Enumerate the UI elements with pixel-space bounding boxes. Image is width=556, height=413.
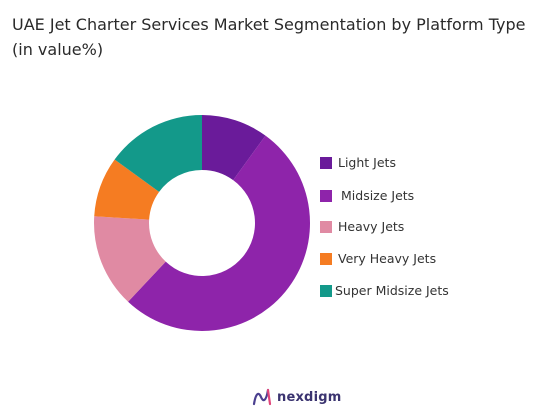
legend-label: Heavy Jets (338, 219, 405, 234)
legend-item-very-heavy-jets: Very Heavy Jets (320, 251, 436, 266)
donut-slice-super-midsize-jets (114, 115, 202, 192)
legend-label: Very Heavy Jets (338, 251, 437, 266)
donut-slice-light-jets (202, 115, 266, 181)
legend-label: Light Jets (338, 155, 396, 170)
legend-label: Super Midsize Jets (335, 283, 449, 298)
legend-swatch (320, 189, 332, 202)
legend-item-light-jets: Light Jets (320, 155, 396, 170)
legend-item-super-midsize-jets: Super Midsize Jets (320, 283, 449, 298)
chart-title: UAE Jet Charter Services Market Segmenta… (12, 15, 526, 59)
donut-slice-midsize-jets (128, 135, 310, 331)
legend-swatch (320, 220, 332, 233)
nexdigm-logo-icon (252, 388, 272, 406)
donut-slice-heavy-jets (94, 216, 166, 302)
donut-slice-very-heavy-jets (94, 159, 160, 220)
legend-item-heavy-jets: Heavy Jets (320, 219, 404, 234)
legend-swatch (320, 284, 332, 297)
legend-item-midsize-jets: Midsize Jets (320, 188, 414, 203)
brand-logo: nexdigm (252, 388, 341, 406)
brand-name: nexdigm (277, 389, 342, 405)
donut-slices (94, 115, 310, 331)
legend-swatch (320, 252, 332, 265)
legend-label: Midsize Jets (341, 188, 415, 203)
legend-swatch (320, 156, 332, 169)
